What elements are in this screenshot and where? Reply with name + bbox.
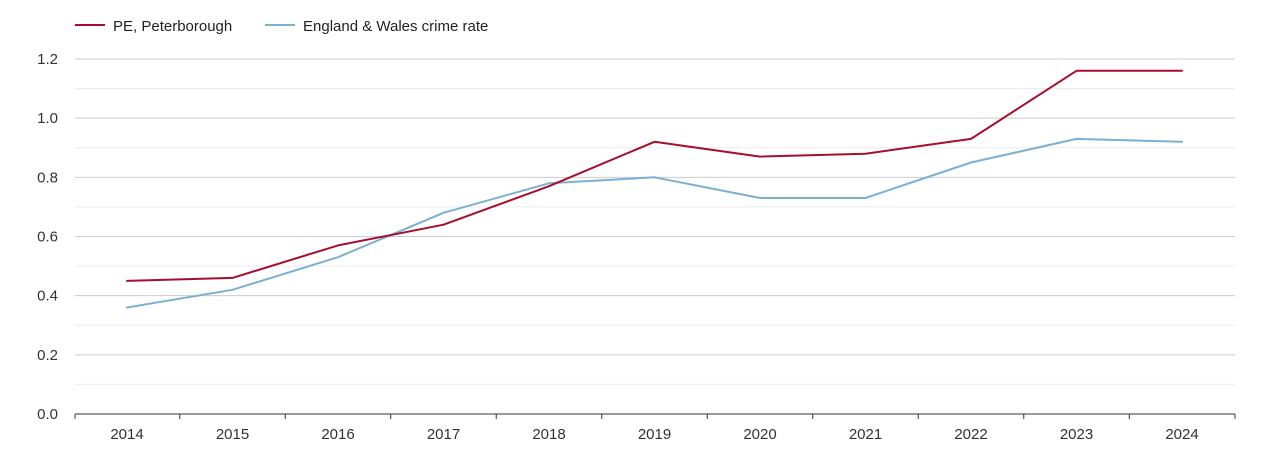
legend-item[interactable]: England & Wales crime rate <box>265 18 488 35</box>
y-tick-label: 0.2 <box>37 347 58 364</box>
chart-legend: PE, Peterborough England & Wales crime ra… <box>75 18 488 35</box>
x-tick-label: 2014 <box>110 426 143 443</box>
y-tick-label: 0.0 <box>37 406 58 423</box>
x-tick-label: 2019 <box>638 426 671 443</box>
legend-item[interactable]: PE, Peterborough <box>75 18 232 35</box>
x-tick-label: 2015 <box>216 426 249 443</box>
y-tick-label: 0.4 <box>37 288 58 305</box>
x-tick-label: 2021 <box>849 426 882 443</box>
grid-lines <box>75 58 1235 385</box>
y-tick-label: 0.8 <box>37 169 58 186</box>
y-tick-label: 1.2 <box>37 51 58 68</box>
x-tick-label: 2024 <box>1165 426 1198 443</box>
series-lines <box>126 69 1183 309</box>
x-tick-label: 2016 <box>321 426 354 443</box>
x-tick-label: 2020 <box>743 426 776 443</box>
y-axis: 0.0 0.2 0.4 0.6 0.8 1.0 1.2 <box>37 51 58 423</box>
legend-label: PE, Peterborough <box>113 18 232 35</box>
series-line-pe-peterborough <box>126 69 1183 282</box>
x-tick-label: 2022 <box>954 426 987 443</box>
y-tick-label: 1.0 <box>37 110 58 127</box>
x-tick-label: 2018 <box>532 426 565 443</box>
series-line-england-wales <box>126 137 1183 309</box>
x-axis: 2014 2015 2016 2017 2018 2019 2020 2021 2022 2023… <box>74 413 1236 443</box>
x-tick-label: 2017 <box>427 426 460 443</box>
y-tick-label: 0.6 <box>37 229 58 246</box>
legend-label: England & Wales crime rate <box>303 18 488 35</box>
x-tick-label: 2023 <box>1060 426 1093 443</box>
